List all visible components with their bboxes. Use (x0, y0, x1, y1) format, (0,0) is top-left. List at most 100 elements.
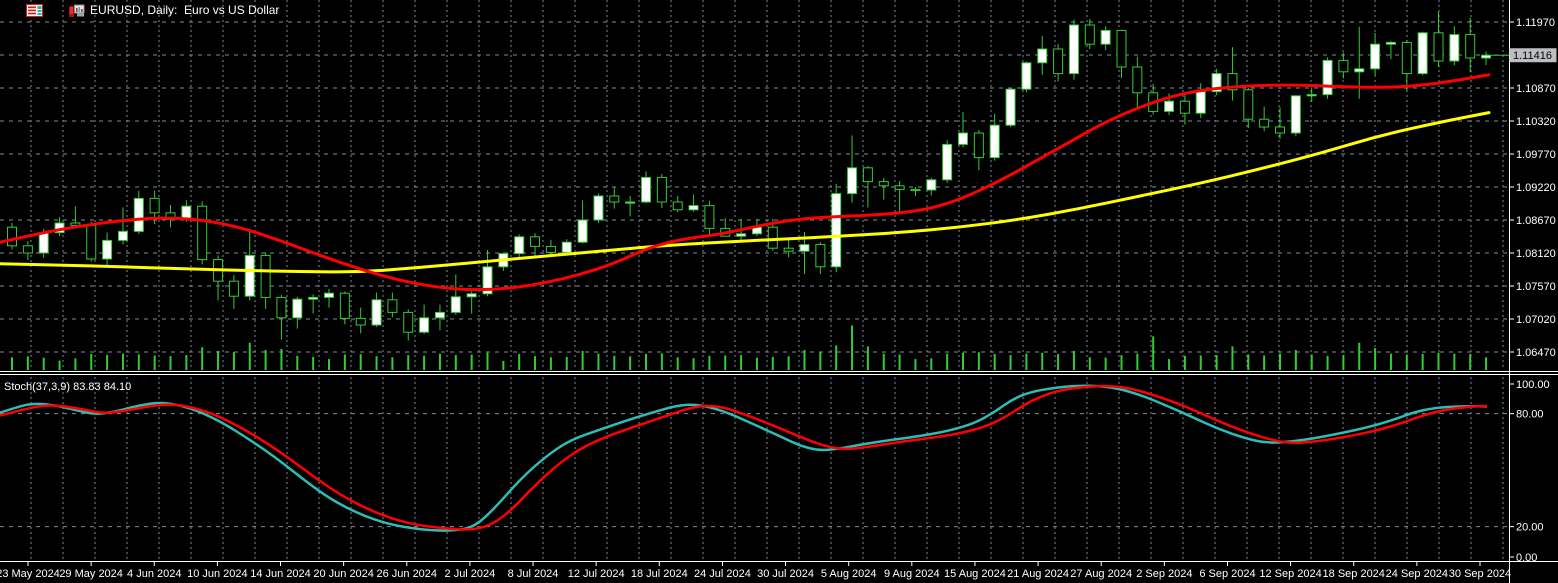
volume-bar (1247, 354, 1250, 370)
time-axis-label: 4 Jun 2024 (127, 568, 181, 580)
volume-bar (137, 354, 140, 370)
volume-bar (1072, 350, 1075, 370)
ma-slow-line (0, 111, 1491, 274)
volume-bar (534, 356, 537, 370)
candle (117, 207, 128, 245)
volume-bar (851, 325, 854, 370)
volume-bar (359, 354, 362, 370)
candle (625, 196, 636, 217)
time-axis-label: 27 Aug 2024 (1070, 568, 1132, 580)
price-axis-label: 1.10320 (1516, 116, 1556, 128)
candle (847, 135, 858, 203)
candle (1116, 29, 1127, 78)
volume-bar (1279, 353, 1281, 370)
volume-bar (771, 356, 774, 370)
volume-bar (1469, 354, 1472, 370)
volume-bar (676, 357, 679, 370)
volume-bar (1009, 355, 1012, 370)
candle (450, 274, 461, 315)
volume-bar (835, 345, 838, 370)
stochastic-d-value: 84.10 (103, 381, 132, 393)
volume-bar (708, 355, 711, 370)
volume-bar (58, 360, 61, 370)
volume-bar (248, 342, 251, 370)
volume-bar (296, 355, 299, 370)
candle (1306, 87, 1317, 102)
time-axis[interactable]: 23 May 2024 29 May 2024 4 Jun 2024 10 Jun 2… (0, 562, 1511, 580)
volume-bar (724, 355, 727, 370)
indicator-axis-label: 80.00 (1516, 409, 1544, 421)
volume-bar (1041, 352, 1044, 370)
candle (641, 171, 651, 204)
panel-separator[interactable] (0, 371, 1558, 375)
stochastic-k-value: 83.83 (73, 381, 101, 393)
candle (672, 196, 683, 213)
volume-bar (645, 354, 647, 370)
volume-bar (232, 352, 235, 370)
candle (878, 178, 889, 200)
candle (973, 130, 984, 171)
candle (1322, 57, 1333, 99)
time-axis-label: 2 Sep 2024 (1136, 568, 1192, 580)
volume-layer (11, 325, 1488, 370)
time-axis-label: 29 May 2024 (59, 568, 123, 580)
volume-bar (1183, 355, 1186, 370)
price-axis-label: 1.08120 (1516, 248, 1556, 260)
time-axis-label: 26 Jun 2024 (376, 568, 437, 580)
volume-bar (1120, 355, 1123, 370)
candle (1100, 26, 1111, 51)
candle (894, 181, 905, 212)
candle (1037, 35, 1048, 75)
volume-bar (502, 360, 505, 370)
candle (530, 233, 541, 257)
volume-bar (1421, 354, 1424, 370)
candle (86, 221, 97, 262)
volume-bar (391, 357, 394, 370)
volume-bar (153, 355, 156, 370)
volume-bar (1057, 354, 1060, 370)
candle (7, 223, 17, 250)
time-axis-label: 24 Sep 2024 (1386, 568, 1448, 580)
candle (419, 304, 430, 334)
candle (371, 292, 382, 327)
candle (387, 292, 398, 318)
candle (1132, 56, 1143, 108)
volume-bar (470, 354, 473, 370)
volume-bar (1453, 353, 1456, 370)
volume-bar (1025, 353, 1028, 370)
candle (1449, 26, 1460, 66)
indicator-axis[interactable]: 100.00 80.00 20.00 0.00 (1509, 379, 1550, 564)
time-axis-label: 14 Jun 2024 (250, 568, 311, 580)
volume-bar (866, 346, 869, 370)
volume-bar (549, 357, 552, 370)
candle (1084, 19, 1095, 49)
candle (783, 239, 794, 258)
volume-bar (1136, 353, 1139, 370)
volume-bar (1389, 353, 1392, 370)
candle (1417, 31, 1428, 76)
volume-bar (1152, 336, 1155, 370)
volume-bar (343, 354, 346, 370)
candle (688, 194, 699, 212)
candle (434, 304, 445, 331)
price-axis-label: 1.08670 (1516, 215, 1556, 227)
candle (276, 295, 287, 340)
volume-bar (660, 353, 663, 370)
volume-bar (1485, 357, 1488, 370)
volume-bar (898, 354, 901, 370)
candle (815, 242, 826, 274)
price-axis-label: 1.07020 (1516, 314, 1556, 326)
candle (958, 112, 968, 148)
chart-title-bar: EURUSD, Daily: Euro vs US Dollar (6, 2, 279, 18)
time-axis-label: 10 Jun 2024 (187, 568, 248, 580)
price-axis-label: 1.09770 (1516, 149, 1556, 161)
volume-bar (106, 354, 109, 370)
volume-bar (1263, 355, 1266, 370)
price-axis[interactable]: 1.11970 1.10870 1.10320 1.09770 1.09220 1.086… (1509, 17, 1556, 359)
volume-bar (993, 354, 996, 370)
price-axis-label: 1.07570 (1516, 281, 1556, 293)
volume-bar (962, 352, 964, 370)
